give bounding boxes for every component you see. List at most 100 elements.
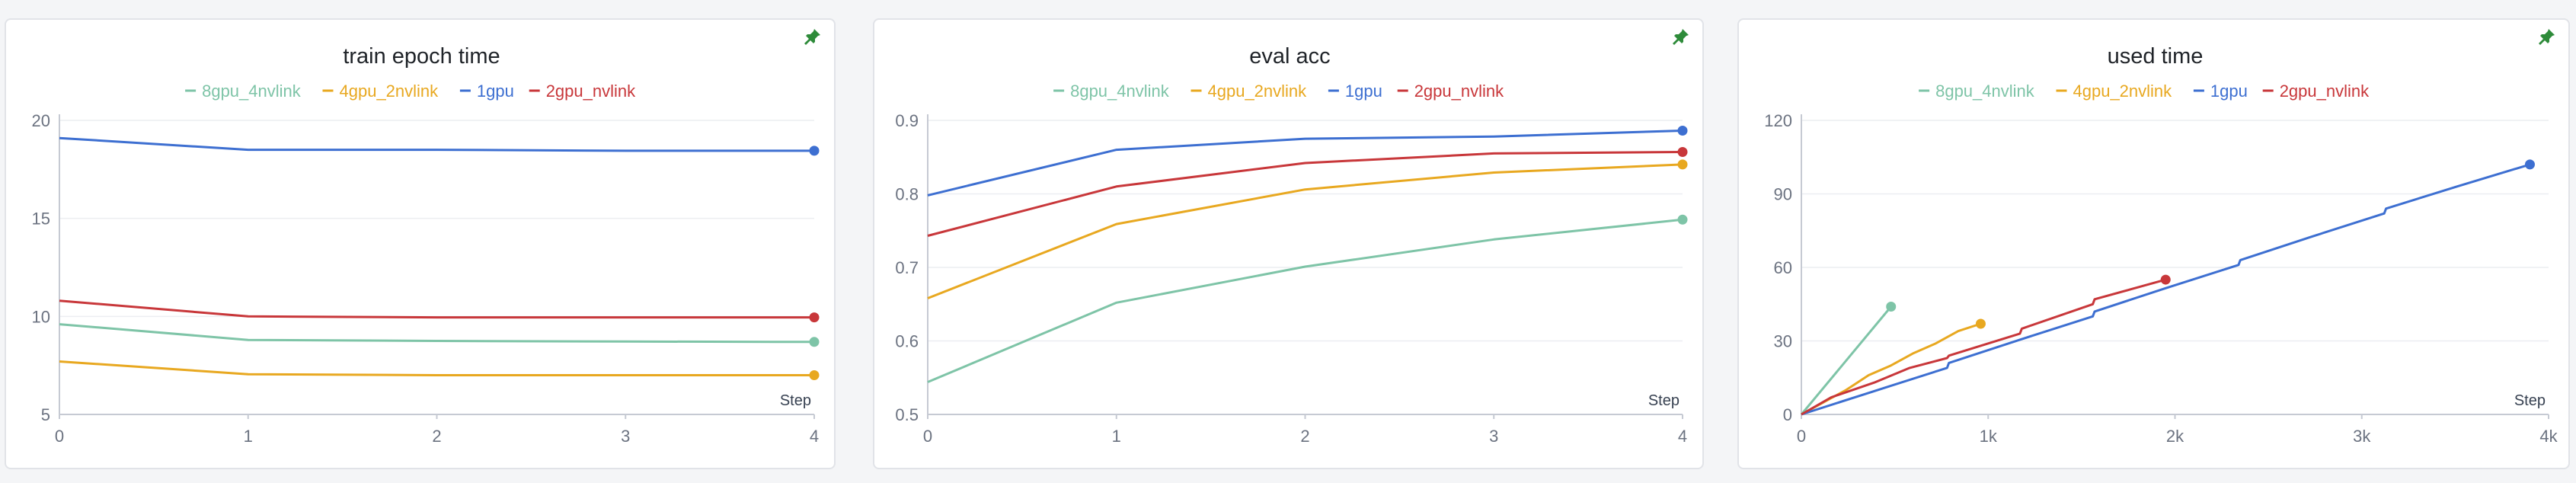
series-line — [927, 130, 1683, 197]
series-line — [1801, 163, 2530, 416]
legend-item-8gpu-4nvlink: 8gpu_4nvlink — [1053, 82, 1170, 101]
legend-label: 2gpu_nvlink — [1414, 82, 1504, 101]
series-4gpu-2nvlink — [1801, 318, 1986, 416]
y-tick-label: 0.9 — [895, 111, 919, 130]
y-tick-label: 0.5 — [895, 405, 919, 424]
legend-item-4gpu-2nvlink: 4gpu_2nvlink — [1191, 82, 1307, 101]
legend-label: 2gpu_nvlink — [546, 82, 636, 101]
legend-label: 1gpu — [477, 82, 514, 101]
legend: 8gpu_4nvlink 4gpu_2nvlink 1gpu 2gpu_nvlink — [1919, 82, 2370, 101]
eval-acc-chart: eval acc 8gpu_4nvlink 4gpu_2nvlink 1gpu 2gpu… — [895, 44, 1688, 446]
legend-item-2gpu-nvlink: 2gpu_nvlink — [1397, 82, 1504, 101]
series-line — [1800, 305, 1892, 415]
used-time-chart: used time 8gpu_4nvlink 4gpu_2nvlink 1gpu 2gp… — [1764, 44, 2558, 446]
x-tick-label: 1 — [1112, 427, 1121, 446]
pin-icon[interactable] — [804, 27, 822, 46]
x-tick-label: 2 — [1300, 427, 1309, 446]
series-line — [59, 360, 814, 376]
pin-shape — [804, 29, 820, 45]
legend: 8gpu_4nvlink 4gpu_2nvlink 1gpu 2gpu_nvlink — [185, 82, 636, 101]
x-tick-label: 0 — [923, 427, 932, 446]
series-2gpu-nvlink — [59, 299, 820, 323]
x-axis-label: Step — [2514, 392, 2546, 409]
legend-label: 1gpu — [2210, 82, 2248, 101]
series-line — [1801, 278, 2166, 416]
legend-item-1gpu: 1gpu — [459, 82, 514, 101]
series-1gpu — [1801, 159, 2535, 416]
grid — [1801, 120, 2549, 342]
x-tick-label: 4 — [1678, 427, 1687, 446]
train-epoch-time-chart: train epoch time 8gpu_4nvlink 4gpu_2nvlink… — [32, 44, 820, 446]
x-tick-label: 1k — [1980, 427, 1998, 446]
series-2gpu-nvlink — [1801, 274, 2171, 416]
x-tick-label: 2k — [2166, 427, 2184, 446]
series-line — [59, 299, 814, 319]
x-tick-label: 3 — [1489, 427, 1498, 446]
chart-panel-used-time: used time 8gpu_4nvlink 4gpu_2nvlink 1gpu 2gp… — [1737, 18, 2570, 469]
series-end-point — [809, 337, 820, 347]
x-tick-label: 0 — [55, 427, 64, 446]
legend: 8gpu_4nvlink 4gpu_2nvlink 1gpu 2gpu_nvlink — [1053, 82, 1504, 101]
legend-item-4gpu-2nvlink: 4gpu_2nvlink — [2056, 82, 2173, 101]
pin-glyph — [2539, 29, 2555, 45]
legend-label: 8gpu_4nvlink — [1070, 82, 1170, 101]
pin-icon[interactable] — [2538, 27, 2556, 46]
chart-title: eval acc — [1249, 44, 1330, 69]
y-tick-label: 120 — [1764, 111, 1792, 130]
chart-title: train epoch time — [343, 44, 500, 69]
chart-panel-train-epoch-time: train epoch time 8gpu_4nvlink 4gpu_2nvlink… — [5, 18, 836, 469]
series-end-point — [809, 370, 820, 381]
legend-item-8gpu-4nvlink: 8gpu_4nvlink — [185, 82, 302, 101]
y-tick-label: 15 — [32, 210, 50, 229]
series-2gpu-nvlink — [927, 146, 1688, 237]
y-tick-label: 0 — [1783, 405, 1792, 424]
y-tick-label: 20 — [32, 111, 50, 130]
series-line — [927, 151, 1683, 237]
x-tick-label: 4k — [2539, 427, 2558, 446]
x-tick-label: 4 — [810, 427, 819, 446]
legend-item-2gpu-nvlink: 2gpu_nvlink — [2262, 82, 2370, 101]
series-end-point — [1886, 301, 1897, 312]
series-end-point — [1677, 126, 1688, 136]
series-line — [1801, 322, 1981, 416]
legend-item-8gpu-4nvlink: 8gpu_4nvlink — [1919, 82, 2035, 101]
series-1gpu — [927, 126, 1688, 197]
series-4gpu-2nvlink — [927, 159, 1688, 299]
y-tick-label: 0.6 — [895, 332, 919, 351]
x-tick-label: 3k — [2353, 427, 2371, 446]
legend-item-2gpu-nvlink: 2gpu_nvlink — [529, 82, 636, 101]
series-line — [927, 218, 1683, 383]
series-end-point — [2160, 274, 2171, 285]
series-end-point — [809, 312, 820, 323]
series-8gpu-4nvlink — [927, 214, 1688, 383]
series-line — [927, 163, 1683, 299]
y-tick-label: 10 — [32, 307, 50, 326]
legend-label: 8gpu_4nvlink — [1935, 82, 2035, 101]
series-8gpu-4nvlink — [1800, 301, 1897, 415]
legend-label: 4gpu_2nvlink — [340, 82, 439, 101]
pin-shape — [1673, 29, 1689, 45]
legend-item-1gpu: 1gpu — [1328, 82, 1382, 101]
chart-panel-eval-acc: eval acc 8gpu_4nvlink 4gpu_2nvlink 1gpu 2gpu… — [873, 18, 1704, 469]
y-tick-label: 30 — [1774, 332, 1792, 351]
series-line — [59, 136, 814, 152]
series-line — [59, 323, 815, 344]
y-tick-label: 0.7 — [895, 258, 919, 277]
series-end-point — [1677, 159, 1688, 170]
series-end-point — [2524, 159, 2535, 170]
legend-item-1gpu: 1gpu — [2193, 82, 2248, 101]
series-end-point — [1677, 214, 1688, 225]
y-tick-label: 60 — [1774, 258, 1792, 277]
legend-item-4gpu-2nvlink: 4gpu_2nvlink — [322, 82, 439, 101]
x-axis-label: Step — [1648, 392, 1680, 409]
y-tick-label: 90 — [1774, 185, 1792, 204]
y-tick-label: 5 — [41, 405, 50, 424]
pin-icon[interactable] — [1672, 27, 1690, 46]
x-tick-label: 0 — [1797, 427, 1806, 446]
series-1gpu — [59, 136, 820, 156]
series-end-point — [1677, 146, 1688, 157]
series-4gpu-2nvlink — [59, 360, 820, 381]
legend-label: 4gpu_2nvlink — [2073, 82, 2173, 101]
series-8gpu-4nvlink — [59, 323, 820, 347]
series-end-point — [1975, 318, 1986, 329]
